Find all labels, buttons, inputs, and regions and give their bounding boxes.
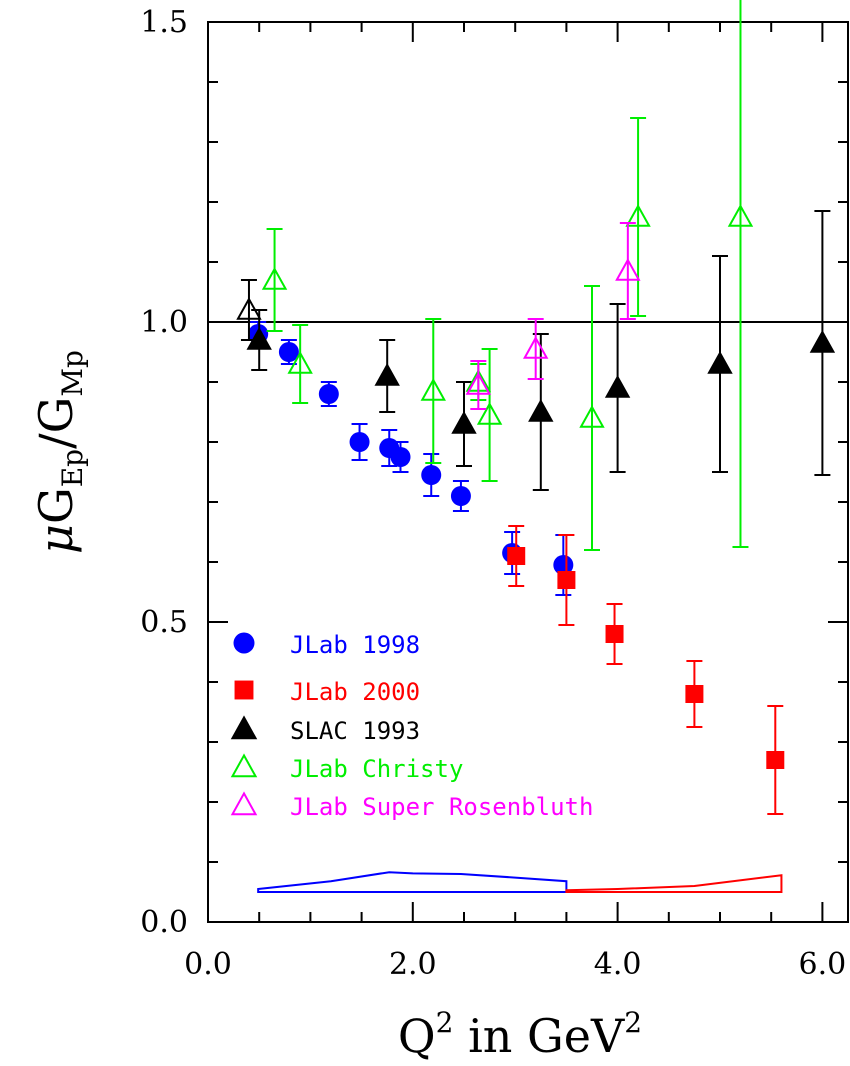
circle-marker bbox=[349, 432, 370, 452]
circle-marker bbox=[553, 555, 574, 575]
open-triangle-marker bbox=[420, 377, 446, 401]
systematic-band bbox=[565, 874, 783, 893]
open-triangle-marker bbox=[522, 335, 549, 359]
x-tick-label: 2.0 bbox=[389, 947, 437, 982]
square-marker bbox=[766, 751, 785, 769]
open-triangle-marker bbox=[476, 401, 503, 425]
x-axis-title: Q2 in GeV2 bbox=[398, 1006, 642, 1063]
y-axis-title-slash: / bbox=[29, 433, 83, 449]
open-triangle-marker bbox=[230, 753, 258, 778]
square-marker bbox=[557, 571, 576, 589]
open-triangle-marker bbox=[230, 791, 258, 816]
triangle-marker bbox=[604, 374, 631, 398]
y-axis-title-g1: G bbox=[29, 487, 83, 524]
axis-ticks bbox=[207, 22, 848, 922]
triangle-marker bbox=[707, 350, 733, 374]
circle-marker bbox=[233, 632, 255, 654]
data-points bbox=[236, 0, 836, 815]
open-triangle-marker bbox=[236, 296, 262, 320]
x-axis-title-sup: 2 bbox=[436, 1006, 454, 1039]
open-triangle-marker bbox=[625, 203, 651, 227]
triangle-marker bbox=[230, 715, 258, 740]
square-marker bbox=[507, 547, 526, 565]
y-axis-title-mu: μ bbox=[29, 524, 83, 554]
triangle-marker bbox=[809, 329, 836, 353]
systematic-band bbox=[257, 871, 568, 893]
series bbox=[236, 210, 836, 491]
y-axis-title-sub1: Ep bbox=[56, 449, 89, 487]
y-tick-label: 1.5 bbox=[140, 5, 188, 40]
series bbox=[465, 222, 641, 410]
square-marker bbox=[605, 625, 624, 643]
x-axis-title-middle: in GeV bbox=[453, 1009, 625, 1063]
legend: JLab 1998 JLab 2000 SLAC 1993 JLab Christy J… bbox=[230, 631, 593, 821]
square-marker bbox=[685, 685, 704, 703]
open-triangle-marker bbox=[287, 350, 313, 374]
tick-labels: 0.0 2.0 4.0 6.0 0.0 0.5 1.0 1.5 bbox=[140, 5, 846, 982]
open-triangle-marker bbox=[615, 257, 641, 281]
plot-frame bbox=[207, 21, 849, 923]
x-tick-label: 6.0 bbox=[799, 947, 847, 982]
x-tick-label: 0.0 bbox=[184, 947, 232, 982]
x-axis-title-sup2: 2 bbox=[624, 1006, 642, 1039]
open-triangle-marker bbox=[465, 371, 492, 395]
circle-marker bbox=[318, 384, 339, 404]
triangle-marker bbox=[374, 362, 400, 386]
y-axis-title: μGEp/GMp bbox=[29, 350, 89, 554]
y-axis-title-sub2: Mp bbox=[56, 350, 89, 397]
circle-marker bbox=[390, 447, 411, 467]
circle-marker bbox=[450, 486, 471, 506]
y-tick-label: 0.0 bbox=[140, 905, 188, 940]
legend-label: JLab 1998 bbox=[290, 631, 420, 659]
y-tick-label: 1.0 bbox=[140, 305, 188, 340]
open-triangle-marker bbox=[579, 404, 605, 428]
legend-label: JLab 2000 bbox=[290, 678, 420, 706]
y-axis-title-g2: G bbox=[29, 397, 83, 434]
x-axis-title-q: Q bbox=[398, 1009, 436, 1063]
legend-label: JLab Christy bbox=[290, 755, 463, 783]
systematic-bands bbox=[257, 871, 783, 893]
triangle-marker bbox=[451, 410, 477, 434]
open-triangle-marker bbox=[727, 203, 754, 227]
legend-label: JLab Super Rosenbluth bbox=[290, 793, 593, 821]
open-triangle-marker bbox=[261, 266, 288, 290]
series bbox=[261, 0, 754, 551]
x-tick-label: 4.0 bbox=[594, 947, 642, 982]
triangle-marker bbox=[528, 398, 554, 422]
square-marker bbox=[234, 680, 254, 700]
y-tick-label: 0.5 bbox=[140, 605, 188, 640]
triangle-marker bbox=[246, 326, 272, 350]
series bbox=[507, 525, 785, 815]
legend-label: SLAC 1993 bbox=[290, 717, 420, 745]
circle-marker bbox=[278, 342, 299, 362]
circle-marker bbox=[421, 465, 442, 485]
